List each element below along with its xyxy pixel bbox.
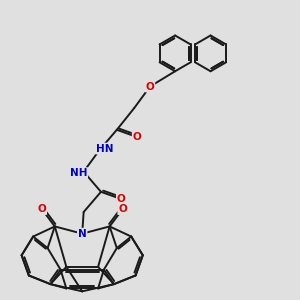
Text: NH: NH: [70, 168, 87, 178]
Text: O: O: [118, 204, 127, 214]
Text: HN: HN: [96, 144, 113, 154]
Text: O: O: [38, 204, 46, 214]
Text: O: O: [133, 132, 141, 142]
Text: O: O: [146, 82, 154, 92]
Text: O: O: [117, 194, 125, 204]
Text: N: N: [78, 229, 87, 239]
